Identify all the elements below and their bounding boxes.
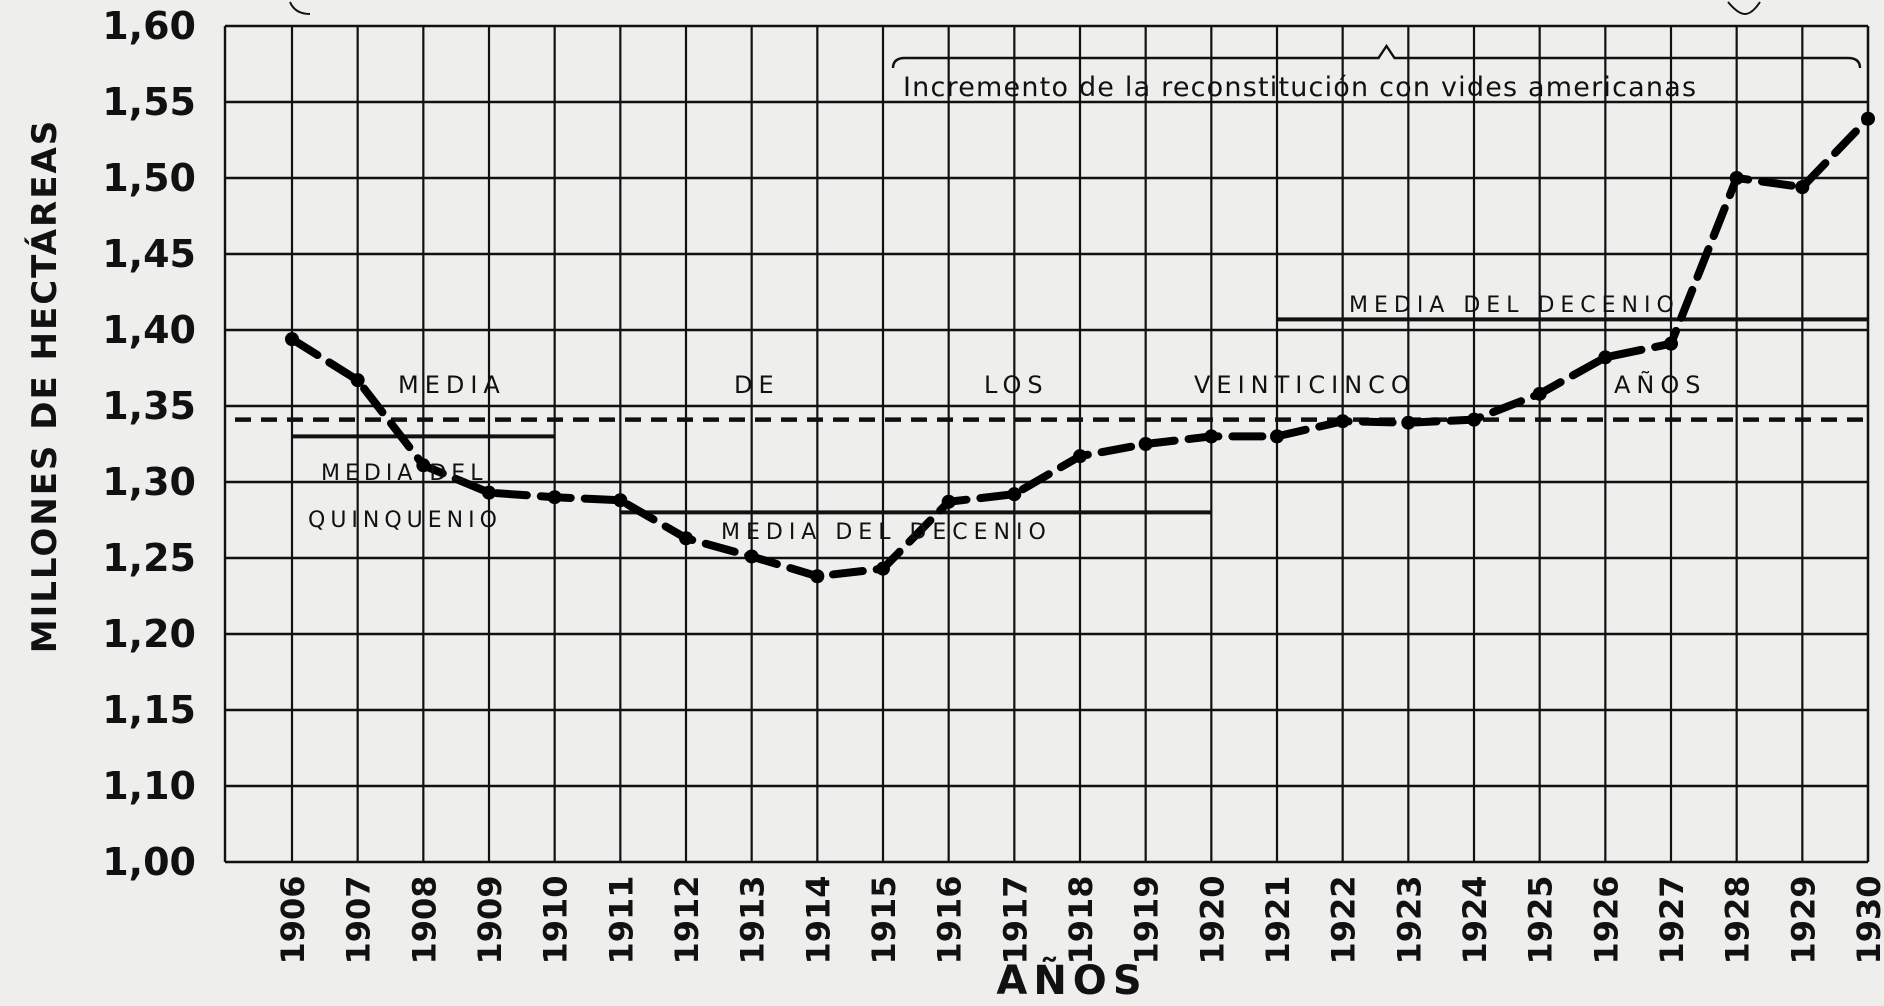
x-axis-label: AÑOS bbox=[996, 956, 1147, 1004]
x-tick-label: 1920 bbox=[1193, 875, 1231, 964]
annotation-text: Incremento de la reconstitución con vide… bbox=[903, 72, 1697, 103]
reference-label-decenio-1: MEDIA DEL DECENIO bbox=[721, 520, 1052, 545]
reference-label-word: DE bbox=[734, 371, 780, 399]
data-point bbox=[1204, 429, 1219, 444]
x-tick-label: 1906 bbox=[274, 875, 312, 964]
data-point bbox=[1138, 437, 1153, 451]
x-tick-label: 1918 bbox=[1062, 875, 1100, 964]
x-tick-label: 1911 bbox=[602, 875, 640, 964]
x-tick-label: 1924 bbox=[1456, 875, 1494, 964]
x-tick-label: 1917 bbox=[996, 875, 1034, 964]
x-tick-label: 1926 bbox=[1587, 875, 1625, 964]
series bbox=[285, 111, 1875, 584]
reference-label-word: MEDIA bbox=[398, 371, 506, 399]
x-tick-label: 1907 bbox=[340, 875, 378, 964]
reference-label-word: VEINTICINCO bbox=[1194, 371, 1416, 399]
y-tick-label: 1,15 bbox=[102, 688, 196, 732]
x-tick-label: 1912 bbox=[668, 875, 706, 964]
x-tick-label: 1925 bbox=[1522, 875, 1560, 964]
y-tick-label: 1,25 bbox=[102, 536, 196, 580]
annotation-brace bbox=[891, 43, 1862, 69]
x-tick-label: 1915 bbox=[865, 875, 903, 964]
x-tick-label: 1929 bbox=[1784, 875, 1822, 964]
text-layer: 1,00 1,10 1,15 1,20 1,25 1,30 1,35 1,40 1,45 1,50… bbox=[102, 4, 1884, 965]
data-point bbox=[1007, 487, 1022, 502]
data-point bbox=[1532, 386, 1547, 401]
y-tick-label: 1,35 bbox=[102, 384, 196, 428]
data-point bbox=[1401, 415, 1416, 430]
x-tick-label: 1922 bbox=[1325, 875, 1363, 964]
data-point bbox=[1795, 180, 1810, 195]
x-tick-label: 1928 bbox=[1719, 875, 1757, 964]
y-tick-label: 1,20 bbox=[102, 612, 196, 656]
data-point bbox=[810, 569, 825, 584]
x-tick-label: 1916 bbox=[931, 875, 969, 964]
data-point bbox=[941, 494, 956, 509]
y-tick-label: 1,10 bbox=[102, 764, 196, 808]
x-tick-label: 1923 bbox=[1390, 875, 1428, 964]
data-point bbox=[1664, 336, 1678, 351]
reference-lines bbox=[235, 43, 1868, 515]
reference-label-word: LOS bbox=[984, 371, 1049, 399]
y-tick-label: 1,30 bbox=[102, 460, 196, 504]
reference-label-quinquenio: QUINQUENIO bbox=[308, 508, 502, 533]
reference-label-quinquenio: MEDIA DEL bbox=[321, 461, 487, 486]
data-point bbox=[1270, 429, 1284, 444]
x-tick-label: 1930 bbox=[1850, 875, 1884, 964]
y-tick-label: 1,55 bbox=[102, 80, 196, 124]
y-tick-label: 1,00 bbox=[102, 840, 196, 884]
x-tick-label: 1913 bbox=[734, 875, 772, 964]
x-tick-label: 1921 bbox=[1259, 875, 1297, 964]
y-tick-label: 1,40 bbox=[102, 308, 196, 352]
x-tick-label: 1914 bbox=[799, 875, 837, 964]
y-tick-label: 1,50 bbox=[102, 156, 196, 200]
data-point bbox=[1335, 414, 1350, 429]
x-tick-label: 1927 bbox=[1653, 875, 1691, 964]
y-tick-label: 1,45 bbox=[102, 232, 196, 276]
data-point bbox=[876, 561, 890, 576]
x-tick-label: 1909 bbox=[471, 875, 509, 964]
data-point bbox=[350, 373, 365, 388]
data-point bbox=[1073, 449, 1087, 464]
top-brace-left bbox=[289, 1, 311, 15]
reference-label-decenio-2: MEDIA DEL DECENIO bbox=[1349, 293, 1680, 318]
y-axis-label: MILLONES DE HECTÁREAS bbox=[24, 119, 65, 654]
data-point bbox=[613, 493, 628, 508]
data-point bbox=[547, 490, 562, 505]
data-point bbox=[679, 531, 693, 546]
x-tick-label: 1919 bbox=[1128, 875, 1166, 964]
data-point bbox=[1729, 171, 1744, 185]
top-brace-right bbox=[1727, 1, 1761, 16]
data-point bbox=[1598, 350, 1613, 365]
data-point bbox=[416, 458, 431, 473]
grid bbox=[223, 1, 1870, 864]
data-point bbox=[1861, 111, 1875, 126]
data-point bbox=[744, 549, 759, 564]
data-point bbox=[1467, 412, 1481, 427]
data-point bbox=[285, 332, 299, 347]
data-point bbox=[482, 485, 496, 500]
x-tick-label: 1908 bbox=[405, 875, 443, 964]
x-tick-label: 1910 bbox=[537, 875, 575, 964]
reference-label-word: AÑOS bbox=[1614, 369, 1707, 399]
y-tick-label: 1,60 bbox=[102, 4, 196, 48]
